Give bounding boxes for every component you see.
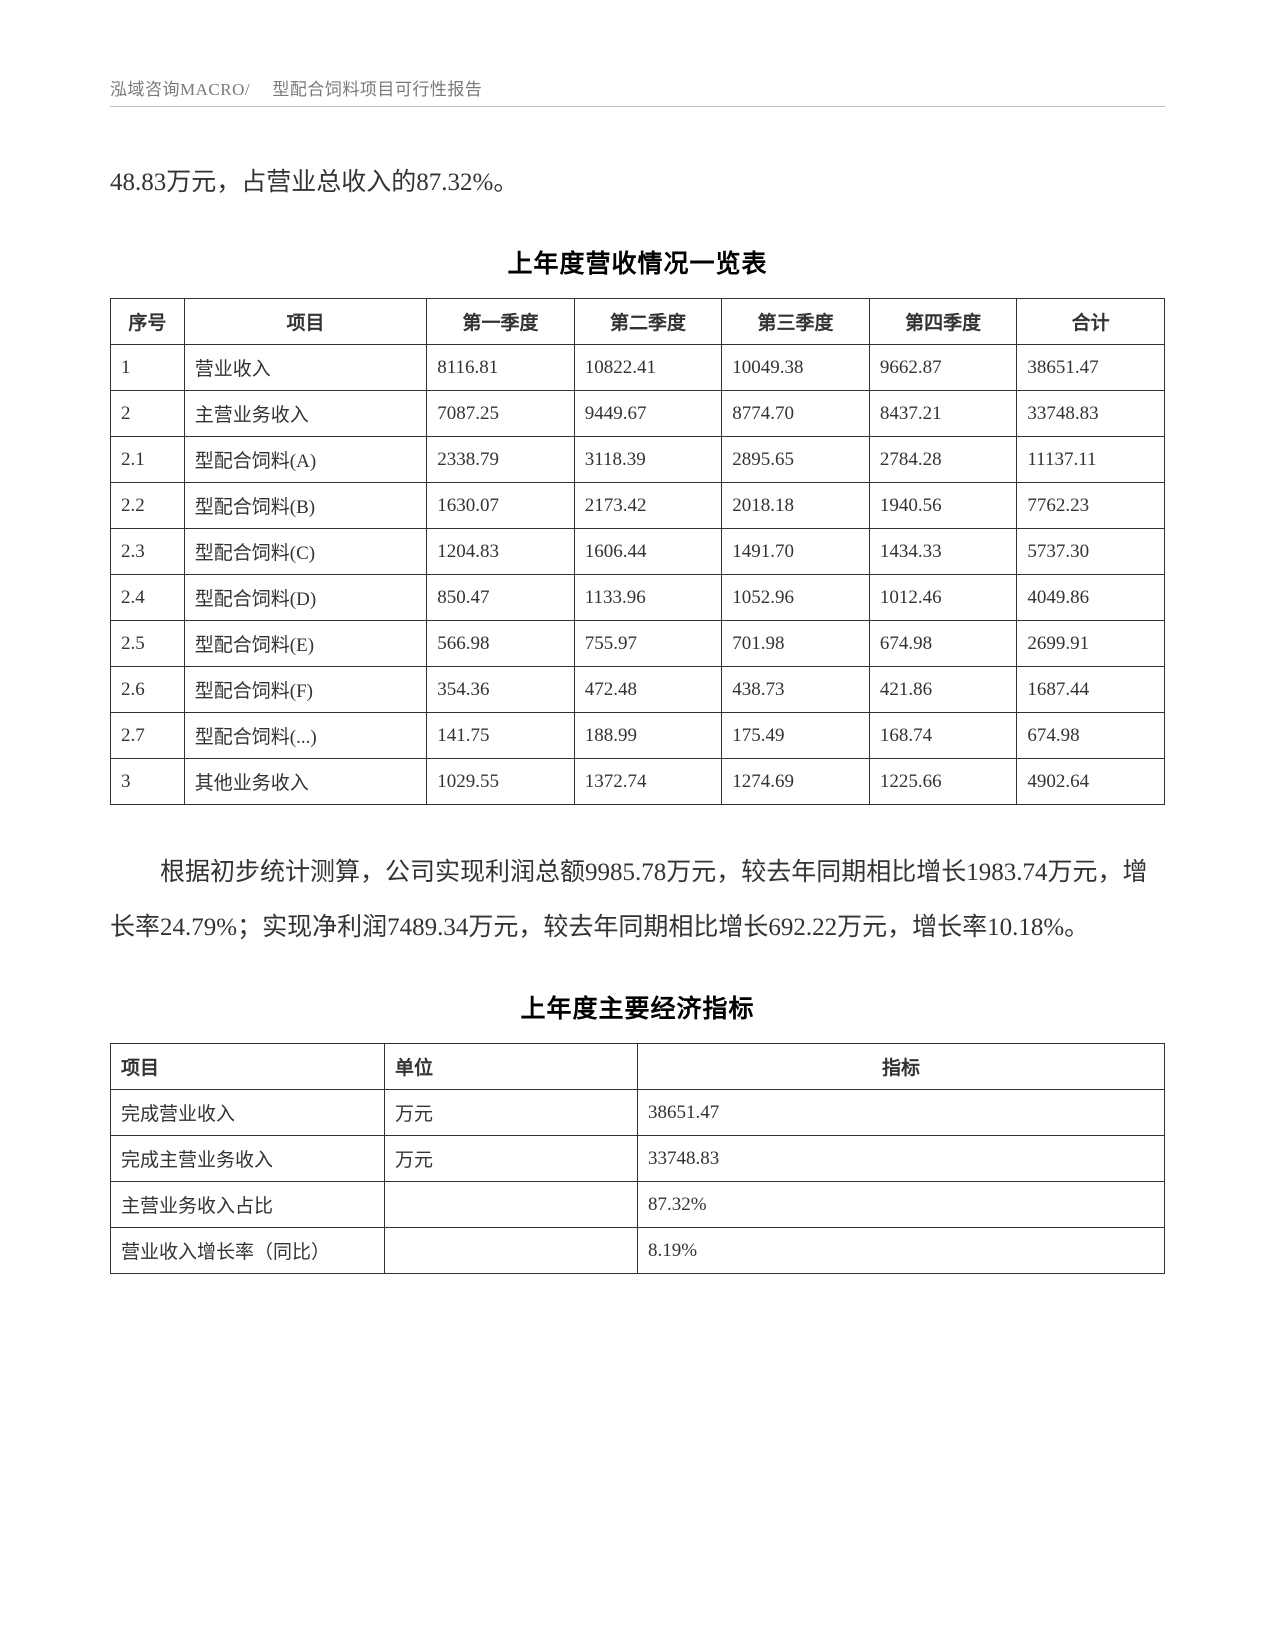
col-q4: 第四季度 — [869, 299, 1017, 345]
indicator-table-body: 完成营业收入万元38651.47 完成主营业务收入万元33748.83 主营业务… — [111, 1090, 1165, 1274]
revenue-table: 序号 项目 第一季度 第二季度 第三季度 第四季度 合计 1营业收入8116.8… — [110, 298, 1165, 805]
table-row: 2主营业务收入7087.259449.678774.708437.2133748… — [111, 391, 1165, 437]
col-project: 项目 — [111, 1044, 385, 1090]
header-divider — [110, 106, 1165, 107]
table-row: 3其他业务收入1029.551372.741274.691225.664902.… — [111, 759, 1165, 805]
table-row: 2.5型配合饲料(E)566.98755.97701.98674.982699.… — [111, 621, 1165, 667]
table-row: 完成主营业务收入万元33748.83 — [111, 1136, 1165, 1182]
summary-paragraph: 根据初步统计测算，公司实现利润总额9985.78万元，较去年同期相比增长1983… — [110, 845, 1165, 955]
indicator-table-title: 上年度主要经济指标 — [110, 989, 1165, 1025]
col-total: 合计 — [1017, 299, 1165, 345]
table-row: 2.1型配合饲料(A)2338.793118.392895.652784.281… — [111, 437, 1165, 483]
indicator-table-header-row: 项目 单位 指标 — [111, 1044, 1165, 1090]
col-q2: 第二季度 — [574, 299, 722, 345]
revenue-table-title: 上年度营收情况一览表 — [110, 244, 1165, 280]
table-row: 1营业收入8116.8110822.4110049.389662.8738651… — [111, 345, 1165, 391]
col-item: 项目 — [184, 299, 426, 345]
col-unit: 单位 — [385, 1044, 638, 1090]
table-row: 完成营业收入万元38651.47 — [111, 1090, 1165, 1136]
revenue-table-header-row: 序号 项目 第一季度 第二季度 第三季度 第四季度 合计 — [111, 299, 1165, 345]
table-row: 2.3型配合饲料(C)1204.831606.441491.701434.335… — [111, 529, 1165, 575]
table-row: 2.4型配合饲料(D)850.471133.961052.961012.4640… — [111, 575, 1165, 621]
col-seq: 序号 — [111, 299, 185, 345]
revenue-table-body: 1营业收入8116.8110822.4110049.389662.8738651… — [111, 345, 1165, 805]
table-row: 主营业务收入占比87.32% — [111, 1182, 1165, 1228]
table-row: 营业收入增长率（同比）8.19% — [111, 1228, 1165, 1274]
table-row: 2.6型配合饲料(F)354.36472.48438.73421.861687.… — [111, 667, 1165, 713]
intro-paragraph: 48.83万元，占营业总收入的87.32%。 — [110, 155, 1165, 210]
col-q1: 第一季度 — [427, 299, 575, 345]
document-page: 泓域咨询MACRO/ 型配合饲料项目可行性报告 48.83万元，占营业总收入的8… — [0, 0, 1275, 1334]
col-value: 指标 — [637, 1044, 1164, 1090]
indicator-table: 项目 单位 指标 完成营业收入万元38651.47 完成主营业务收入万元3374… — [110, 1043, 1165, 1274]
col-q3: 第三季度 — [722, 299, 870, 345]
table-row: 2.7型配合饲料(...)141.75188.99175.49168.74674… — [111, 713, 1165, 759]
page-header: 泓域咨询MACRO/ 型配合饲料项目可行性报告 — [110, 75, 1165, 100]
table-row: 2.2型配合饲料(B)1630.072173.422018.181940.567… — [111, 483, 1165, 529]
